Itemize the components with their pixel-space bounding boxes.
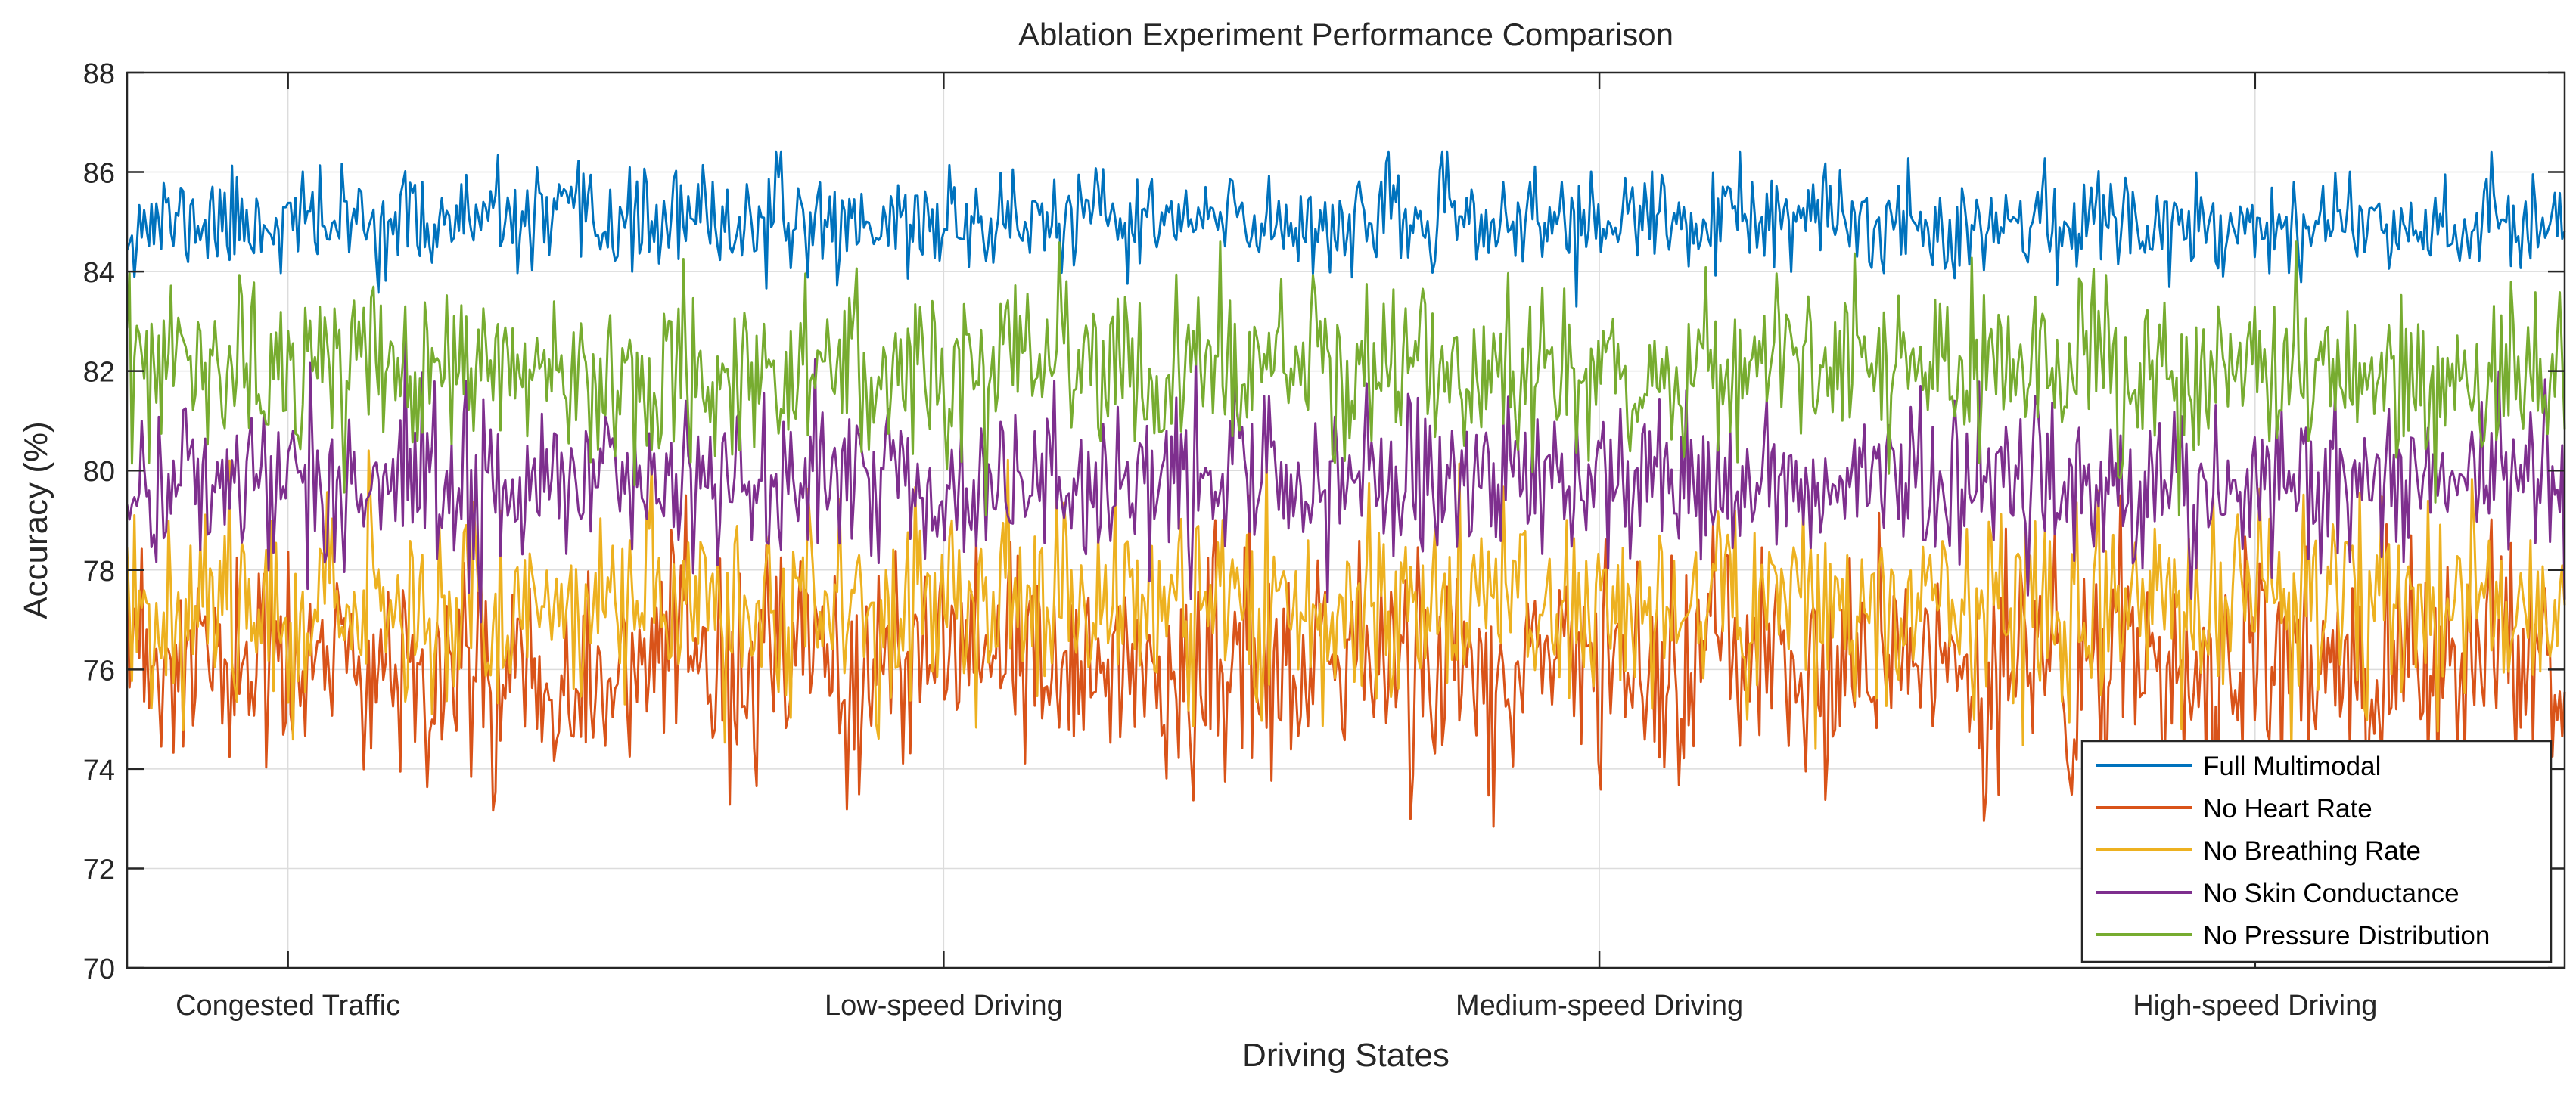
y-axis-label: Accuracy (%) (17, 421, 54, 619)
y-tick-label: 84 (83, 257, 115, 289)
plot-frame (126, 71, 2566, 969)
x-tick-label: Congested Traffic (176, 990, 400, 1022)
x-axis-ticks: Congested Traffic Low-speed Driving Medium… (176, 73, 2377, 1022)
legend: Full Multimodal No Heart Rate No Breathing… (2080, 740, 2553, 963)
chart-title: Ablation Experiment Performance Comparis… (1018, 17, 1673, 52)
legend-entry-label: No Heart Rate (2203, 794, 2372, 824)
legend-entry-label: Full Multimodal (2203, 752, 2381, 781)
y-tick-label: 80 (83, 456, 115, 488)
y-tick-label: 86 (83, 158, 115, 190)
x-tick-label: Medium-speed Driving (1456, 990, 1743, 1022)
x-tick-label: Low-speed Driving (825, 990, 1063, 1022)
legend-entry-label: No Breathing Rate (2203, 836, 2421, 866)
legend-entry-label: No Skin Conductance (2203, 879, 2459, 908)
y-tick-label: 78 (83, 556, 115, 588)
x-tick-label: High-speed Driving (2133, 990, 2377, 1022)
legend-entry-label: No Pressure Distribution (2203, 921, 2490, 951)
series-line-no-skin-conductance (126, 340, 2566, 624)
y-tick-label: 70 (83, 954, 115, 985)
y-tick-label: 88 (83, 58, 115, 90)
y-axis-ticks: 70 72 74 76 78 80 82 84 86 88 (83, 58, 2565, 985)
y-tick-label: 72 (83, 854, 115, 886)
y-tick-label: 74 (83, 755, 115, 786)
series-line-no-heart-rate (126, 494, 2566, 828)
y-tick-label: 82 (83, 357, 115, 389)
y-tick-label: 76 (83, 655, 115, 687)
series-line-no-pressure-distribution (126, 240, 2566, 517)
x-axis-label: Driving States (1242, 1037, 1450, 1074)
series-line-no-breathing-rate (126, 449, 2566, 752)
series-layer (126, 150, 2566, 828)
series-line-full-multimodal (126, 150, 2566, 308)
